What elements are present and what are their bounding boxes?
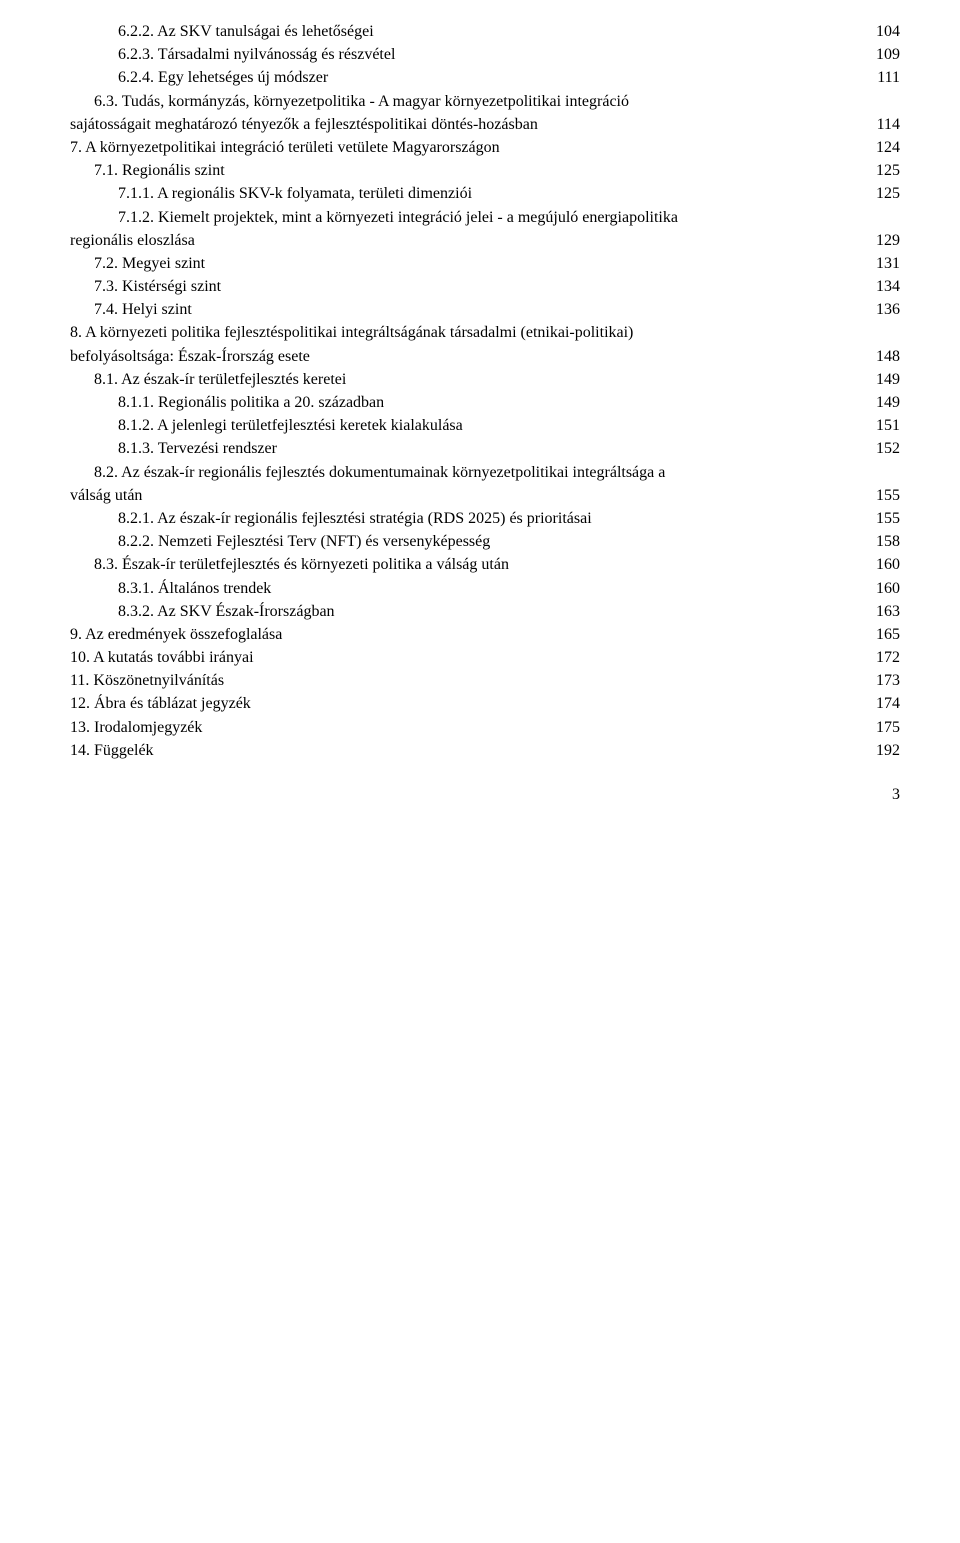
toc-page: 6.2.2. Az SKV tanulságai és lehetőségei 1…	[0, 0, 960, 864]
toc-entry-label: 8.3.1. Általános trendek	[118, 577, 271, 600]
toc-entry: 14. Függelék 192	[70, 739, 900, 762]
toc-entry-label: 7.1.1. A regionális SKV-k folyamata, ter…	[118, 182, 472, 205]
page-footer-number: 3	[70, 786, 900, 804]
toc-entry-page: 160	[876, 553, 900, 576]
toc-entry: 10. A kutatás további irányai 172	[70, 646, 900, 669]
toc-entry-label: 7.4. Helyi szint	[94, 298, 192, 321]
toc-entry-label: 8.1. Az észak-ír területfejlesztés keret…	[94, 368, 346, 391]
toc-entry: 7.4. Helyi szint 136	[94, 298, 900, 321]
toc-entry-label: 11. Köszönetnyilvánítás	[70, 669, 224, 692]
toc-entry: 12. Ábra és táblázat jegyzék 174	[70, 692, 900, 715]
toc-entry-cont-label: befolyásoltsága: Észak-Írország esete	[70, 345, 310, 368]
toc-entry: 6.3. Tudás, kormányzás, környezetpolitik…	[94, 90, 900, 113]
toc-entry-label: 14. Függelék	[70, 739, 154, 762]
toc-entry-continuation: regionális eloszlása 129	[70, 229, 900, 252]
toc-entry-page: 155	[876, 507, 900, 530]
toc-entry-page: 152	[876, 437, 900, 460]
toc-entry-page: 124	[876, 136, 900, 159]
toc-entry-page: 165	[876, 623, 900, 646]
toc-entry-page: 109	[876, 43, 900, 66]
toc-entry-page: 173	[876, 669, 900, 692]
toc-entry-label: 9. Az eredmények összefoglalása	[70, 623, 282, 646]
toc-entry: 13. Irodalomjegyzék 175	[70, 716, 900, 739]
toc-entry-label: 6.2.4. Egy lehetséges új módszer	[118, 66, 328, 89]
toc-entry-continuation: sajátosságait meghatározó tényezők a fej…	[70, 113, 900, 136]
toc-entry-page: 149	[876, 391, 900, 414]
toc-entry: 7.1. Regionális szint 125	[94, 159, 900, 182]
toc-entry: 11. Köszönetnyilvánítás 173	[70, 669, 900, 692]
toc-entry-label: 8.3. Észak-ír területfejlesztés és körny…	[94, 553, 509, 576]
toc-entry: 8.3. Észak-ír területfejlesztés és körny…	[94, 553, 900, 576]
toc-entry-cont-label: sajátosságait meghatározó tényezők a fej…	[70, 113, 538, 136]
toc-entry: 8.2.2. Nemzeti Fejlesztési Terv (NFT) és…	[118, 530, 900, 553]
toc-entry-page: 155	[876, 484, 900, 507]
toc-entry: 6.2.2. Az SKV tanulságai és lehetőségei 1…	[118, 20, 900, 43]
toc-entry: 7. A környezetpolitikai integráció terül…	[70, 136, 900, 159]
toc-entry-label: 8.1.3. Tervezési rendszer	[118, 437, 277, 460]
toc-entry-page: 160	[876, 577, 900, 600]
toc-entry-label: 8.2. Az észak-ír regionális fejlesztés d…	[94, 461, 665, 484]
toc-entry: 8.2. Az észak-ír regionális fejlesztés d…	[94, 461, 900, 484]
toc-list: 6.2.2. Az SKV tanulságai és lehetőségei 1…	[70, 20, 900, 762]
toc-entry-label: 12. Ábra és táblázat jegyzék	[70, 692, 251, 715]
toc-entry-page: 136	[876, 298, 900, 321]
toc-entry-page: 172	[876, 646, 900, 669]
toc-entry-cont-label: válság után	[70, 484, 142, 507]
toc-entry: 6.2.4. Egy lehetséges új módszer 111	[118, 66, 900, 89]
toc-entry-label: 8. A környezeti politika fejlesztéspolit…	[70, 321, 633, 344]
toc-entry-label: 7. A környezetpolitikai integráció terül…	[70, 136, 500, 159]
toc-entry: 9. Az eredmények összefoglalása 165	[70, 623, 900, 646]
toc-entry-continuation: befolyásoltsága: Észak-Írország esete 148	[70, 345, 900, 368]
toc-entry-page: 151	[876, 414, 900, 437]
toc-entry-page: 131	[876, 252, 900, 275]
toc-entry-page: 111	[877, 66, 900, 89]
toc-entry: 7.1.2. Kiemelt projektek, mint a környez…	[118, 206, 900, 229]
toc-entry-page: 192	[876, 739, 900, 762]
toc-entry-label: 7.3. Kistérségi szint	[94, 275, 221, 298]
toc-entry: 7.1.1. A regionális SKV-k folyamata, ter…	[118, 182, 900, 205]
toc-entry: 6.2.3. Társadalmi nyilvánosság és részvé…	[118, 43, 900, 66]
toc-entry-page: 134	[876, 275, 900, 298]
toc-entry-page: 125	[876, 159, 900, 182]
toc-entry-label: 13. Irodalomjegyzék	[70, 716, 202, 739]
toc-entry: 8.1.1. Regionális politika a 20. századb…	[118, 391, 900, 414]
toc-entry-label: 7.1.2. Kiemelt projektek, mint a környez…	[118, 206, 678, 229]
toc-entry-label: 8.3.2. Az SKV Észak-Írországban	[118, 600, 335, 623]
toc-entry-label: 8.2.2. Nemzeti Fejlesztési Terv (NFT) és…	[118, 530, 490, 553]
toc-entry-page: 149	[876, 368, 900, 391]
toc-entry-label: 6.2.3. Társadalmi nyilvánosság és részvé…	[118, 43, 395, 66]
toc-entry-label: 6.2.2. Az SKV tanulságai és lehetőségei	[118, 20, 374, 43]
toc-entry-label: 7.2. Megyei szint	[94, 252, 205, 275]
toc-entry-page: 163	[876, 600, 900, 623]
toc-entry: 8.3.2. Az SKV Észak-Írországban 163	[118, 600, 900, 623]
toc-entry-page: 158	[876, 530, 900, 553]
toc-entry: 7.3. Kistérségi szint 134	[94, 275, 900, 298]
toc-entry-label: 8.1.1. Regionális politika a 20. századb…	[118, 391, 384, 414]
toc-entry-page: 174	[876, 692, 900, 715]
toc-entry-label: 8.1.2. A jelenlegi területfejlesztési ke…	[118, 414, 463, 437]
toc-entry-page: 104	[876, 20, 900, 43]
toc-entry: 8. A környezeti politika fejlesztéspolit…	[70, 321, 900, 344]
toc-entry-label: 8.2.1. Az észak-ír regionális fejlesztés…	[118, 507, 592, 530]
toc-entry-page: 148	[876, 345, 900, 368]
toc-entry-label: 7.1. Regionális szint	[94, 159, 225, 182]
toc-entry-page: 175	[876, 716, 900, 739]
toc-entry: 8.1.2. A jelenlegi területfejlesztési ke…	[118, 414, 900, 437]
toc-entry: 8.2.1. Az észak-ír regionális fejlesztés…	[118, 507, 900, 530]
toc-entry-page: 114	[877, 113, 900, 136]
toc-entry: 7.2. Megyei szint 131	[94, 252, 900, 275]
toc-entry: 8.1.3. Tervezési rendszer 152	[118, 437, 900, 460]
toc-entry-page: 129	[876, 229, 900, 252]
toc-entry-continuation: válság után 155	[70, 484, 900, 507]
toc-entry-label: 10. A kutatás további irányai	[70, 646, 254, 669]
toc-entry: 8.1. Az észak-ír területfejlesztés keret…	[94, 368, 900, 391]
toc-entry-page: 125	[876, 182, 900, 205]
toc-entry: 8.3.1. Általános trendek 160	[118, 577, 900, 600]
toc-entry-label: 6.3. Tudás, kormányzás, környezetpolitik…	[94, 90, 629, 113]
toc-entry-cont-label: regionális eloszlása	[70, 229, 195, 252]
